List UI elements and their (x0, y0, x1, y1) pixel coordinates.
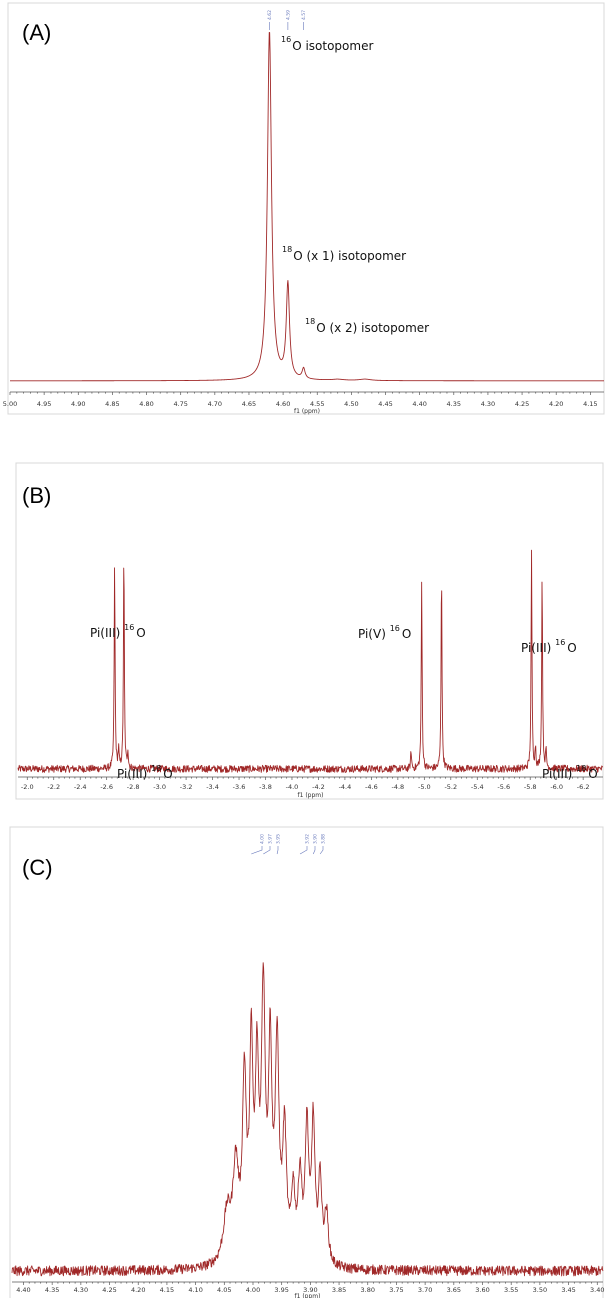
peak-annotation: Pi(III) 16 O (521, 638, 577, 655)
x-tick-label: -4.4 (339, 783, 352, 791)
peak-label-tick (276, 846, 279, 855)
peak-label: 4.59 (285, 10, 291, 20)
peak-annotation: Pi(III) 18 O (542, 764, 598, 781)
x-tick-label: 4.05 (217, 1286, 231, 1294)
x-tick-label: 3.95 (274, 1286, 288, 1294)
peak-annotation: Pi(V) 16 O (358, 624, 411, 641)
x-tick-label: 3.75 (389, 1286, 403, 1294)
x-tick-label: 4.40 (16, 1286, 30, 1294)
x-tick-label: 3.85 (332, 1286, 346, 1294)
panel-1: -2.0 -2.2 -2.4 -2.6 -2.8 -3.0 -3.2 -3.4 -3.6 -3.8… (15, 462, 604, 800)
x-tick-label: 4.15 (583, 400, 597, 408)
peak-label: 3.88 (321, 834, 327, 844)
peak-label: 3.90 (313, 834, 319, 844)
peak-label: 4.62 (267, 10, 273, 20)
x-tick-label: 4.75 (173, 400, 187, 408)
panel-2: 4.40 4.35 4.30 4.25 4.20 4.15 4.10 4.05 4.00 3.95… (9, 826, 605, 1298)
peak-annotation: Pi(III) 16 O (90, 623, 146, 640)
spectrum-line (11, 962, 604, 1277)
x-tick-label: 4.40 (412, 400, 426, 408)
peak-label: 4.00 (260, 834, 266, 844)
x-tick-label: -4.0 (286, 783, 299, 791)
spectrum-line (17, 549, 604, 773)
x-tick-label: 4.70 (208, 400, 222, 408)
panel-0: 5.00 4.95 4.90 4.85 4.80 4.75 4.70 4.65 4.60 4.55… (3, 2, 605, 415)
x-tick-label: 4.45 (378, 400, 392, 408)
x-tick-label: -6.2 (577, 783, 590, 791)
x-tick-label: 4.20 (549, 400, 563, 408)
panel-label: (A) (22, 20, 51, 45)
x-axis-label: f1 (ppm) (298, 792, 324, 799)
x-tick-label: -3.8 (259, 783, 272, 791)
x-tick-label: 4.50 (344, 400, 358, 408)
x-tick-label: 4.30 (74, 1286, 88, 1294)
peak-annotation: 18O (x 1) isotopomer (282, 245, 406, 263)
x-tick-label: 4.00 (246, 1286, 260, 1294)
x-tick-label: 4.95 (37, 400, 51, 408)
x-tick-label: 3.45 (561, 1286, 575, 1294)
peak-label: 3.95 (276, 834, 282, 844)
x-tick-label: 3.65 (447, 1286, 461, 1294)
peak-label-tick (319, 846, 324, 855)
x-tick-label: 3.50 (533, 1286, 547, 1294)
x-tick-label: 4.25 (102, 1286, 116, 1294)
peak-label-tick (299, 846, 308, 855)
x-tick-label: -2.0 (21, 783, 34, 791)
panel-label: (C) (22, 855, 53, 880)
x-tick-label: 4.90 (71, 400, 85, 408)
x-tick-label: 4.25 (515, 400, 529, 408)
x-tick-label: 4.60 (276, 400, 290, 408)
x-axis-label: f1 (ppm) (295, 1293, 321, 1298)
panel-frame (9, 826, 604, 1298)
peak-annotation: 16O isotopomer (281, 35, 373, 53)
x-tick-label: -2.8 (127, 783, 140, 791)
x-tick-label: -2.6 (100, 783, 113, 791)
peak-label-tick (312, 846, 316, 855)
x-tick-label: -2.2 (47, 783, 60, 791)
x-tick-label: -3.6 (233, 783, 246, 791)
x-tick-label: -6.0 (550, 783, 563, 791)
x-tick-label: 4.55 (310, 400, 324, 408)
peak-annotation: 18O (x 2) isotopomer (305, 317, 429, 335)
peak-label-tick (263, 846, 271, 855)
peak-label-tick (251, 846, 263, 855)
x-tick-label: -5.4 (471, 783, 484, 791)
x-tick-label: 4.65 (242, 400, 256, 408)
x-tick-label: 3.60 (475, 1286, 489, 1294)
x-tick-label: 4.35 (447, 400, 461, 408)
x-tick-label: 4.10 (188, 1286, 202, 1294)
x-tick-label: 3.70 (418, 1286, 432, 1294)
x-tick-label: -5.6 (497, 783, 510, 791)
x-tick-label: 4.35 (45, 1286, 59, 1294)
x-tick-label: 4.15 (160, 1286, 174, 1294)
x-tick-label: 4.20 (131, 1286, 145, 1294)
x-tick-label: 4.80 (139, 400, 153, 408)
x-tick-label: -5.2 (444, 783, 457, 791)
panel-frame (7, 2, 605, 415)
peak-label: 3.92 (305, 834, 311, 844)
x-tick-label: 4.85 (105, 400, 119, 408)
x-tick-label: 3.90 (303, 1286, 317, 1294)
x-tick-label: 3.55 (504, 1286, 518, 1294)
x-tick-label: -4.6 (365, 783, 378, 791)
x-tick-label: -5.8 (524, 783, 537, 791)
x-tick-label: 3.40 (590, 1286, 604, 1294)
x-axis-label: f1 (ppm) (294, 408, 320, 415)
x-tick-label: -3.0 (153, 783, 166, 791)
x-tick-label: -4.2 (312, 783, 325, 791)
spectrum-line (9, 32, 605, 382)
x-tick-label: -3.2 (180, 783, 193, 791)
x-tick-label: 4.30 (481, 400, 495, 408)
x-tick-label: -3.4 (206, 783, 219, 791)
panel-label: (B) (22, 483, 51, 508)
x-tick-label: 3.80 (361, 1286, 375, 1294)
x-tick-label: -2.4 (74, 783, 87, 791)
x-tick-label: -4.8 (392, 783, 405, 791)
peak-label: 3.97 (268, 834, 274, 844)
peak-annotation: Pi(III) 18 O (117, 764, 173, 781)
peak-label: 4.57 (301, 10, 307, 20)
x-tick-label: -5.0 (418, 783, 431, 791)
x-tick-label: 5.00 (3, 400, 17, 408)
